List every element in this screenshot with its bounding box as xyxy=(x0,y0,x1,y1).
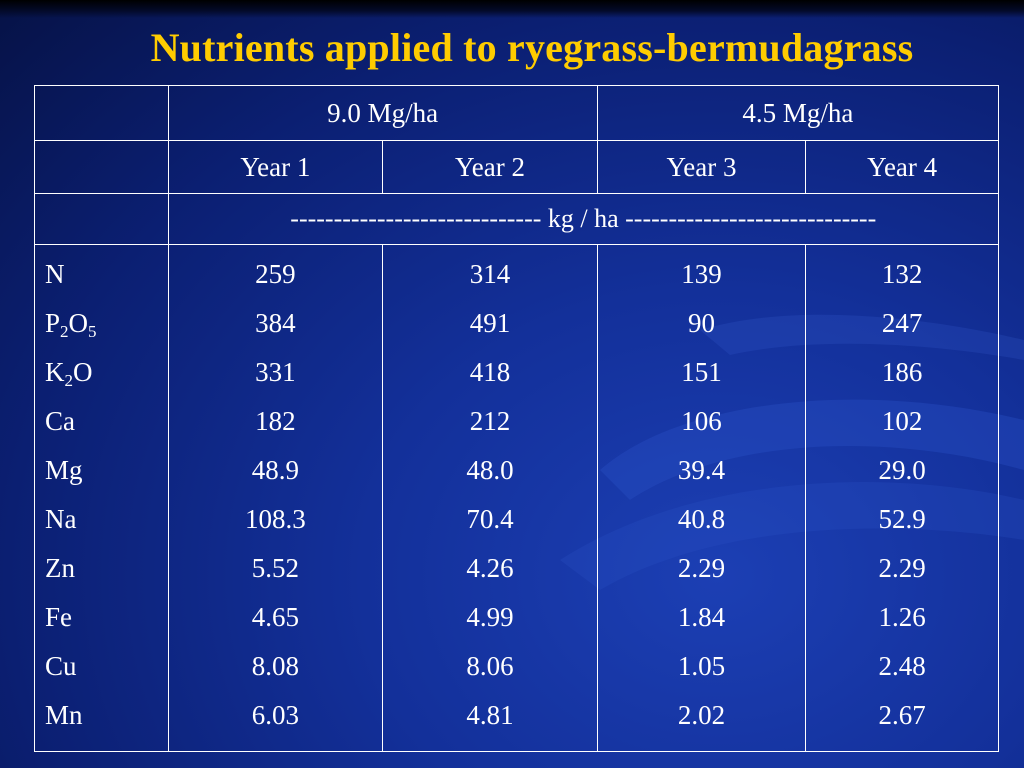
year4-value: 1.26 xyxy=(878,602,926,632)
year2-value: 418 xyxy=(469,357,511,387)
year1-value: 108.3 xyxy=(244,504,306,534)
year2-value: 4.99 xyxy=(466,602,514,632)
year2-value: 4.26 xyxy=(466,553,514,583)
units-row: ----------------------------- kg / ha --… xyxy=(34,193,1000,245)
year1-value: 384 xyxy=(255,308,296,338)
year1-value: 5.52 xyxy=(251,553,299,583)
year4-value: 186 xyxy=(881,357,923,387)
year3-value: 40.8 xyxy=(677,504,726,534)
year-header-row: Year 1 Year 2 Year 3 Year 4 xyxy=(34,140,999,194)
nutrient-label: Mn xyxy=(45,700,83,730)
year3-value: 139 xyxy=(681,259,722,289)
year3-value: 151 xyxy=(681,357,722,387)
year3-value: 2.29 xyxy=(677,553,726,583)
slide-title: Nutrients applied to ryegrass-bermudagra… xyxy=(150,25,914,70)
year3-values-column: 139 90 151 106 39.4 40.8 2.29 1.84 1.05 2.02 xyxy=(596,244,807,752)
year4-value: 2.48 xyxy=(878,651,926,681)
units-label: ----------------------------- kg / ha --… xyxy=(167,193,1000,245)
year2-value: 491 xyxy=(469,308,511,338)
year4-value: 2.29 xyxy=(878,553,926,583)
year3-value: 1.05 xyxy=(677,651,726,681)
nutrient-label: Mg xyxy=(45,455,83,485)
nutrient-label: K2O xyxy=(45,357,93,390)
year4-value: 102 xyxy=(881,406,923,436)
empty-header-cell xyxy=(34,85,169,141)
year1-value: 4.65 xyxy=(251,602,299,632)
rate-header-row: 9.0 Mg/ha 4.5 Mg/ha xyxy=(34,85,1000,141)
nutrient-label: P2O5 xyxy=(45,308,97,341)
nutrient-label: N xyxy=(45,259,65,289)
year1-value: 8.08 xyxy=(251,651,299,681)
rate-header-4-5: 4.5 Mg/ha xyxy=(596,85,1000,141)
top-band xyxy=(0,0,1024,18)
year3-value: 106 xyxy=(681,406,722,436)
nutrient-label: Zn xyxy=(45,553,75,583)
year4-value: 52.9 xyxy=(878,504,926,534)
year4-value: 132 xyxy=(881,259,923,289)
year2-value: 8.06 xyxy=(466,651,514,681)
nutrient-label: Na xyxy=(45,504,77,534)
year1-value: 331 xyxy=(255,357,296,387)
nutrient-label: Ca xyxy=(45,406,75,436)
year2-value: 70.4 xyxy=(466,504,514,534)
year2-values-column: 314 491 418 212 48.0 70.4 4.26 4.99 8.06 4.81 xyxy=(382,244,598,752)
nutrient-labels-column: N P2O5 K2O Ca Mg Na Zn Fe Cu Mn xyxy=(34,244,169,752)
year3-value: 2.02 xyxy=(677,700,726,730)
year-header-3: Year 3 xyxy=(596,140,807,194)
year-header-2: Year 2 xyxy=(382,140,598,194)
year3-value: 39.4 xyxy=(677,455,726,485)
year2-value: 314 xyxy=(469,259,511,289)
year2-value: 48.0 xyxy=(466,455,514,485)
year1-value: 259 xyxy=(255,259,296,289)
year3-value: 1.84 xyxy=(677,602,726,632)
year1-values-column: 259 384 331 182 48.9 108.3 5.52 4.65 8.08 6.03 xyxy=(167,244,384,752)
year1-value: 6.03 xyxy=(251,700,299,730)
year2-value: 212 xyxy=(469,406,511,436)
year4-value: 247 xyxy=(881,308,923,338)
year4-value: 29.0 xyxy=(878,455,926,485)
year4-value: 2.67 xyxy=(878,700,926,730)
year1-value: 48.9 xyxy=(251,455,299,485)
nutrient-label: Cu xyxy=(45,651,77,681)
year3-value: 90 xyxy=(688,308,716,338)
nutrient-label: Fe xyxy=(45,602,72,632)
rate-header-9: 9.0 Mg/ha xyxy=(167,85,598,141)
year-header-1: Year 1 xyxy=(167,140,384,194)
year2-value: 4.81 xyxy=(466,700,514,730)
empty-header-cell xyxy=(34,140,169,194)
data-row: N P2O5 K2O Ca Mg Na Zn Fe Cu Mn 259 384 331 182 48.9 1… xyxy=(34,244,999,752)
year-header-4: Year 4 xyxy=(805,140,999,194)
empty-header-cell xyxy=(34,193,169,245)
year4-values-column: 132 247 186 102 29.0 52.9 2.29 1.26 2.48 2.67 xyxy=(805,244,999,752)
year1-value: 182 xyxy=(255,406,296,436)
nutrients-table: 9.0 Mg/ha 4.5 Mg/ha Year 1 Year 2 Year 3… xyxy=(34,85,1000,752)
